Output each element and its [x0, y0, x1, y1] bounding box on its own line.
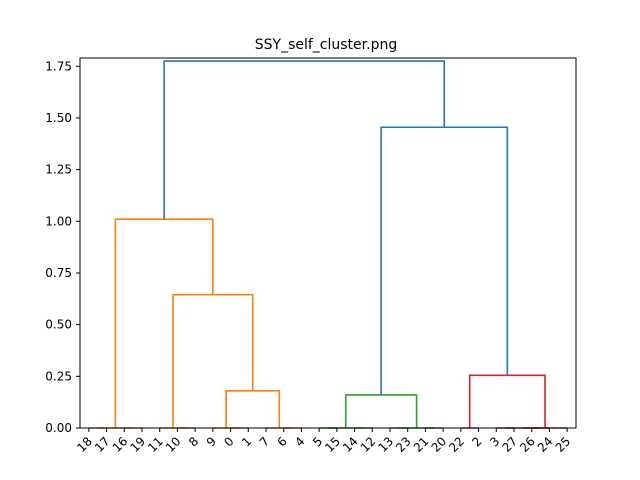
- leaf-label-0: 0: [221, 434, 236, 449]
- y-tick-label-6: 1.50: [45, 111, 72, 125]
- y-tick-label-0: 0.00: [45, 421, 72, 435]
- dendrogram-link-9: [225, 389, 281, 428]
- leaf-label-9: 9: [204, 434, 219, 449]
- y-tick-label-5: 1.25: [45, 163, 72, 177]
- plot-area-frame: [79, 57, 577, 429]
- leaf-label-22: 22: [446, 434, 467, 455]
- dendrogram-link-26: [163, 60, 446, 220]
- dendrogram-link-18: [344, 394, 418, 428]
- y-tick-label-2: 0.50: [45, 318, 72, 332]
- leaf-label-8: 8: [186, 434, 201, 449]
- y-axis: 0.00 0.25 0.50 0.75 1.00 1.25 1.50 1.75: [45, 59, 80, 435]
- dendrogram-links: [88, 60, 568, 429]
- leaf-label-1: 1: [239, 434, 254, 449]
- dendrogram-link-24: [468, 374, 546, 428]
- leaf-label-25: 25: [553, 434, 574, 455]
- y-tick-label-3: 0.75: [45, 266, 72, 280]
- leaf-label-5: 5: [310, 434, 325, 449]
- y-tick-label-1: 0.25: [45, 369, 72, 383]
- leaf-label-3: 3: [487, 434, 502, 449]
- dendrogram-link-10: [172, 293, 254, 428]
- y-tick-label-4: 1.00: [45, 214, 72, 228]
- dendrogram-link-25: [380, 126, 509, 395]
- leaf-label-10: 10: [163, 434, 184, 455]
- dendrogram-link-11: [114, 218, 214, 428]
- leaf-label-2: 2: [469, 434, 484, 449]
- leaf-label-4: 4: [292, 434, 307, 449]
- leaf-label-6: 6: [275, 434, 290, 449]
- chart-title: SSY_self_cluster.png: [255, 37, 397, 53]
- y-tick-label-7: 1.75: [45, 59, 72, 73]
- leaf-label-7: 7: [257, 434, 272, 449]
